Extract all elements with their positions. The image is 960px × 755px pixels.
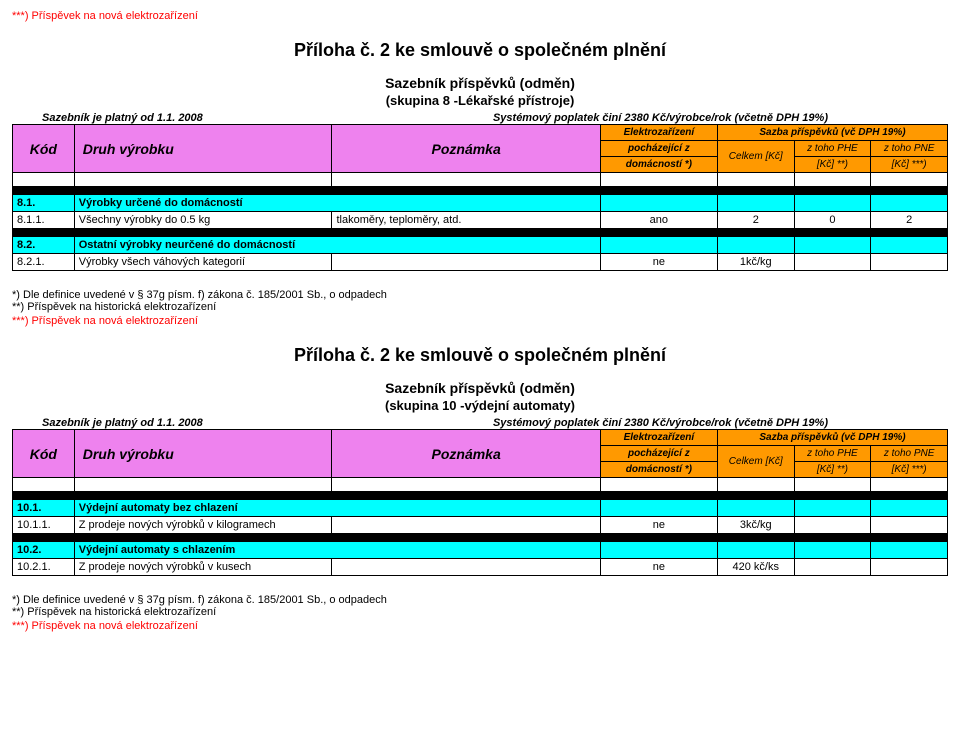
cell-druh: Z prodeje nových výrobků v kusech	[74, 559, 332, 576]
cell-pozn: tlakoměry, teploměry, atd.	[332, 212, 600, 229]
hdr-pne-l2: [Kč] ***)	[871, 462, 948, 478]
cell-celkem: 1kč/kg	[717, 254, 794, 271]
table-row	[13, 229, 948, 237]
table-header-row: Kód Druh výrobku Poznámka Elektrozařízen…	[13, 430, 948, 446]
date-text-2: Sazebník je platný od 1.1. 2008	[12, 417, 203, 429]
cell-pne	[871, 559, 948, 576]
cell-kod: 10.1.1.	[13, 517, 75, 534]
hdr-druh: Druh výrobku	[74, 125, 332, 173]
cell-druh: Výdejní automaty s chlazením	[74, 542, 600, 559]
note-line: *) Dle definice uvedené v § 37g písm. f)…	[12, 594, 948, 606]
cell-phe	[794, 254, 871, 271]
table-section-1: Kód Druh výrobku Poznámka Elektrozařízen…	[12, 124, 948, 271]
note-line: **) Příspěvek na historická elektrozaříz…	[12, 301, 948, 313]
hdr-elektro-l3: domácností *)	[600, 462, 717, 478]
cell-elektro: ne	[600, 254, 717, 271]
fee-text-2: Systémový poplatek činí 2380 Kč/výrobce/…	[493, 417, 948, 429]
date-text-1: Sazebník je platný od 1.1. 2008	[12, 112, 203, 124]
hdr-elektro-l1: Elektrozařízení	[600, 125, 717, 141]
cell-phe: 0	[794, 212, 871, 229]
hdr-kod: Kód	[13, 430, 75, 478]
table-row	[13, 173, 948, 187]
cell-pne: 2	[871, 212, 948, 229]
top-note: ***) Příspěvek na nová elektrozařízení	[12, 10, 948, 22]
group-1: (skupina 8 -Lékařské přístroje)	[12, 93, 948, 108]
hdr-pne-l1: z toho PNE	[871, 446, 948, 462]
cell-druh: Ostatní výrobky neurčené do domácností	[74, 237, 600, 254]
hdr-phe-l2: [Kč] **)	[794, 157, 871, 173]
hdr-elektro-l1: Elektrozařízení	[600, 430, 717, 446]
cell-druh: Výdejní automaty bez chlazení	[74, 500, 600, 517]
hdr-phe-l1: z toho PHE	[794, 446, 871, 462]
table-row: 8.1. Výrobky určené do domácností	[13, 195, 948, 212]
hdr-druh: Druh výrobku	[74, 430, 332, 478]
date-fee-row-2: Sazebník je platný od 1.1. 2008 Systémov…	[12, 417, 948, 429]
table-row: 8.1.1. Všechny výrobky do 0.5 kg tlakomě…	[13, 212, 948, 229]
table-row: 10.2.1. Z prodeje nových výrobků v kusec…	[13, 559, 948, 576]
cell-kod: 10.2.1.	[13, 559, 75, 576]
cell-druh: Výrobky všech váhových kategorií	[74, 254, 332, 271]
title-sub-1: Sazebník příspěvků (odměn)	[12, 75, 948, 91]
table-row	[13, 492, 948, 500]
table-row	[13, 534, 948, 542]
cell-druh: Všechny výrobky do 0.5 kg	[74, 212, 332, 229]
hdr-phe-l1: z toho PHE	[794, 141, 871, 157]
note-line: *) Dle definice uvedené v § 37g písm. f)…	[12, 289, 948, 301]
cell-kod: 8.1.	[13, 195, 75, 212]
cell-elektro: ne	[600, 559, 717, 576]
cell-pne	[871, 254, 948, 271]
fee-text-1: Systémový poplatek činí 2380 Kč/výrobce/…	[493, 112, 948, 124]
cell-pozn	[332, 559, 600, 576]
cell-kod: 8.2.1.	[13, 254, 75, 271]
hdr-kod: Kód	[13, 125, 75, 173]
cell-kod: 8.1.1.	[13, 212, 75, 229]
hdr-elektro-l3: domácností *)	[600, 157, 717, 173]
title-main-2: Příloha č. 2 ke smlouvě o společném plně…	[12, 345, 948, 366]
cell-pne	[871, 517, 948, 534]
cell-celkem: 3kč/kg	[717, 517, 794, 534]
table-row	[13, 187, 948, 195]
cell-elektro: ano	[600, 212, 717, 229]
cell-druh: Výrobky určené do domácností	[74, 195, 600, 212]
table-row: 10.1.1. Z prodeje nových výrobků v kilog…	[13, 517, 948, 534]
table-row: 8.2. Ostatní výrobky neurčené do domácno…	[13, 237, 948, 254]
note-line: **) Příspěvek na historická elektrozaříz…	[12, 606, 948, 618]
note-line: ***) Příspěvek na nová elektrozařízení	[12, 315, 948, 327]
cell-kod: 10.2.	[13, 542, 75, 559]
cell-celkem: 420 kč/ks	[717, 559, 794, 576]
notes-2: *) Dle definice uvedené v § 37g písm. f)…	[12, 594, 948, 632]
hdr-phe-l2: [Kč] **)	[794, 462, 871, 478]
hdr-sazba: Sazba příspěvků (vč DPH 19%)	[717, 430, 947, 446]
table-row: 10.2. Výdejní automaty s chlazením	[13, 542, 948, 559]
cell-pozn	[332, 254, 600, 271]
group-2: (skupina 10 -výdejní automaty)	[12, 398, 948, 413]
hdr-pne-l2: [Kč] ***)	[871, 157, 948, 173]
hdr-elektro-l2: pocházející z	[600, 446, 717, 462]
title-main: Příloha č. 2 ke smlouvě o společném plně…	[12, 40, 948, 61]
cell-phe	[794, 559, 871, 576]
table-row: 8.2.1. Výrobky všech váhových kategorií …	[13, 254, 948, 271]
cell-kod: 8.2.	[13, 237, 75, 254]
hdr-celkem: Celkem [Kč]	[717, 141, 794, 173]
table-row	[13, 478, 948, 492]
cell-pozn	[332, 517, 600, 534]
title-sub-2: Sazebník příspěvků (odměn)	[12, 380, 948, 396]
hdr-sazba: Sazba příspěvků (vč DPH 19%)	[717, 125, 947, 141]
hdr-elektro-l2: pocházející z	[600, 141, 717, 157]
hdr-celkem: Celkem [Kč]	[717, 446, 794, 478]
table-section-2: Kód Druh výrobku Poznámka Elektrozařízen…	[12, 429, 948, 576]
cell-phe	[794, 517, 871, 534]
table-header-row: Kód Druh výrobku Poznámka Elektrozařízen…	[13, 125, 948, 141]
hdr-pozn: Poznámka	[332, 125, 600, 173]
table-row: 10.1. Výdejní automaty bez chlazení	[13, 500, 948, 517]
cell-elektro: ne	[600, 517, 717, 534]
hdr-pne-l1: z toho PNE	[871, 141, 948, 157]
cell-kod: 10.1.	[13, 500, 75, 517]
hdr-pozn: Poznámka	[332, 430, 600, 478]
notes-1: *) Dle definice uvedené v § 37g písm. f)…	[12, 289, 948, 327]
cell-celkem: 2	[717, 212, 794, 229]
cell-druh: Z prodeje nových výrobků v kilogramech	[74, 517, 332, 534]
date-fee-row-1: Sazebník je platný od 1.1. 2008 Systémov…	[12, 112, 948, 124]
note-line: ***) Příspěvek na nová elektrozařízení	[12, 620, 948, 632]
